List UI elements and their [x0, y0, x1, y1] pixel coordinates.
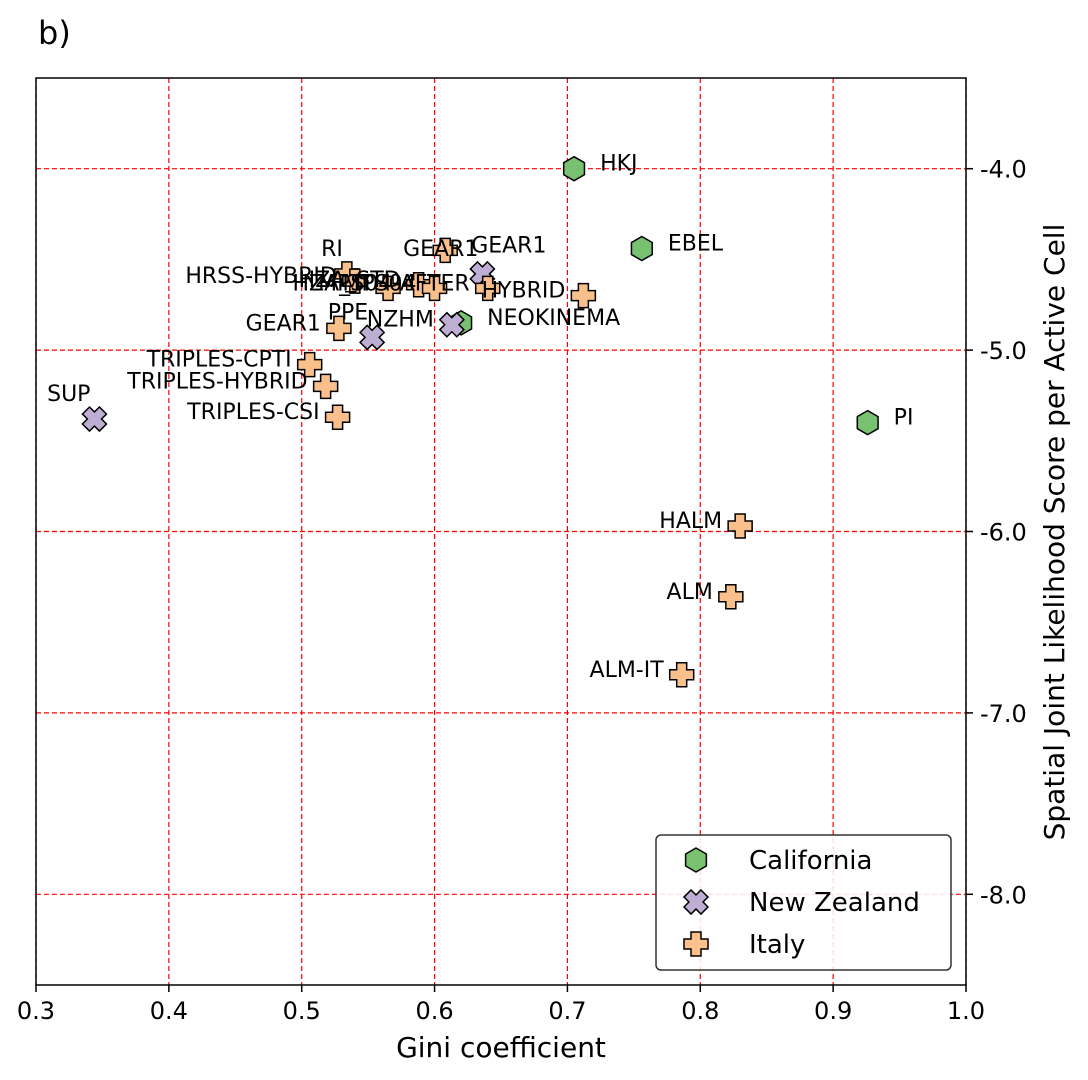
y-tick-label: -5.0 [980, 337, 1027, 365]
x-tick-label: 0.3 [17, 997, 55, 1025]
point-italy [326, 315, 352, 342]
point-label: PI [894, 406, 914, 431]
point-label: HRSS-HYBRID [185, 264, 337, 289]
point-label: HZA_TI [292, 271, 370, 296]
point-label: HYBRID [482, 279, 566, 304]
point-label: HALM [659, 509, 722, 534]
legend-marker [683, 931, 709, 957]
x-tick-label: 0.5 [283, 997, 321, 1025]
point-california [630, 235, 653, 262]
point-new-zealand [438, 311, 465, 338]
point-label: TRIPLES-HYBRID [126, 369, 307, 394]
x-axis-label: Gini coefficient [396, 1031, 606, 1064]
point-label: PPE [328, 300, 368, 325]
y-tick-label: -4.0 [980, 156, 1027, 184]
point-label: RI [321, 237, 343, 262]
legend-box [655, 834, 952, 971]
legend-entry: California [749, 846, 872, 876]
point-italy [342, 268, 368, 294]
panel-label: b) [38, 14, 71, 52]
x-tick-label: 0.8 [681, 997, 719, 1025]
point-italy [727, 513, 753, 539]
x-tick-label: 0.7 [548, 997, 586, 1025]
point-italy [570, 282, 597, 309]
point-label: MPS04 [342, 271, 416, 296]
x-tick-label: 0.6 [415, 997, 453, 1025]
x-tick-label: 1.0 [947, 997, 985, 1025]
y-tick-label: -7.0 [980, 700, 1027, 728]
point-italy [312, 373, 339, 400]
legend-marker [682, 888, 710, 916]
point-italy [296, 351, 323, 378]
y-tick-label: -8.0 [980, 881, 1027, 909]
point-california [562, 155, 586, 182]
point-italy [718, 584, 744, 610]
point-label: TRIPLES-CSI [186, 400, 319, 425]
point-label: HZA_STD [299, 268, 401, 293]
legend: California New Zealand Italy [655, 834, 952, 971]
data-points [81, 155, 879, 688]
point-italy [375, 275, 401, 302]
y-axis-label: Spatial Joint Likelihood Score per Activ… [1038, 224, 1071, 841]
point-italy [432, 237, 458, 264]
point-label: NZHM [367, 308, 434, 333]
x-axis: 0.3 0.4 0.5 0.6 0.7 0.8 0.9 1.0 [17, 985, 985, 1025]
point-italy [474, 275, 501, 302]
point-label: NEOKINEMA [487, 306, 620, 331]
x-tick-label: 0.4 [150, 997, 188, 1025]
legend-marker [684, 847, 708, 873]
legend-entry: Italy [749, 930, 805, 960]
point-new-zealand [81, 405, 108, 433]
point-label: ALM [667, 580, 713, 605]
point-italy [668, 662, 695, 688]
y-axis-right: -4.0 -5.0 -6.0 -7.0 -8.0 [966, 156, 1027, 909]
point-label: EBEL [668, 232, 724, 257]
y-tick-label: -6.0 [980, 519, 1027, 547]
point-label: TRIPLES-CPTI [146, 348, 292, 373]
point-new-zealand [359, 324, 386, 351]
point-label: GEAR1 [403, 237, 478, 262]
point-california [856, 409, 879, 436]
point-label: SUP [47, 382, 90, 407]
legend-entry: New Zealand [749, 888, 920, 918]
point-italy [324, 404, 351, 430]
point-label: GEAR1 [471, 233, 546, 258]
point-label: ALM-IT [590, 658, 665, 683]
x-tick-label: 0.9 [814, 997, 852, 1025]
point-italy [421, 275, 448, 302]
point-label: MPS04-AFTER [318, 271, 470, 296]
point-label: HKJ [600, 152, 637, 177]
point-label: GEAR1 [246, 311, 321, 336]
point-italy [405, 272, 432, 298]
